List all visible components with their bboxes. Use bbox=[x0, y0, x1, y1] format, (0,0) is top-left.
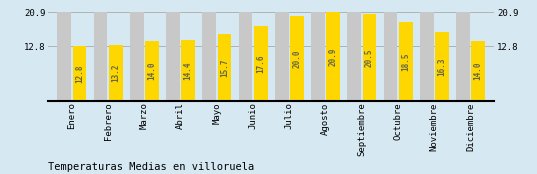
Bar bbox=[202, 12, 216, 101]
Bar bbox=[254, 26, 267, 101]
Text: 14.0: 14.0 bbox=[148, 62, 156, 80]
Text: 20.5: 20.5 bbox=[365, 48, 374, 67]
Bar bbox=[420, 12, 433, 101]
Bar bbox=[383, 12, 397, 101]
Bar bbox=[290, 16, 304, 101]
Bar bbox=[362, 14, 376, 101]
Text: 18.5: 18.5 bbox=[401, 52, 410, 71]
Bar bbox=[471, 41, 485, 101]
Bar bbox=[456, 12, 470, 101]
Bar bbox=[399, 22, 412, 101]
Text: 16.3: 16.3 bbox=[437, 57, 446, 76]
Bar bbox=[182, 40, 195, 101]
Bar bbox=[57, 12, 71, 101]
Bar bbox=[347, 12, 361, 101]
Text: 20.9: 20.9 bbox=[329, 47, 338, 66]
Bar bbox=[130, 12, 143, 101]
Text: 15.7: 15.7 bbox=[220, 58, 229, 77]
Bar bbox=[217, 34, 231, 101]
Text: 14.4: 14.4 bbox=[184, 61, 193, 80]
Text: 12.8: 12.8 bbox=[75, 64, 84, 83]
Bar bbox=[311, 12, 325, 101]
Bar bbox=[145, 41, 159, 101]
Text: Temperaturas Medias en villoruela: Temperaturas Medias en villoruela bbox=[48, 162, 255, 172]
Text: 17.6: 17.6 bbox=[256, 54, 265, 73]
Bar bbox=[238, 12, 252, 101]
Bar bbox=[326, 12, 340, 101]
Bar bbox=[275, 12, 288, 101]
Text: 13.2: 13.2 bbox=[111, 64, 120, 82]
Bar bbox=[435, 32, 449, 101]
Bar bbox=[93, 12, 107, 101]
Bar bbox=[72, 46, 86, 101]
Bar bbox=[109, 45, 122, 101]
Text: 20.0: 20.0 bbox=[293, 49, 301, 68]
Text: 14.0: 14.0 bbox=[474, 62, 483, 80]
Bar bbox=[166, 12, 180, 101]
